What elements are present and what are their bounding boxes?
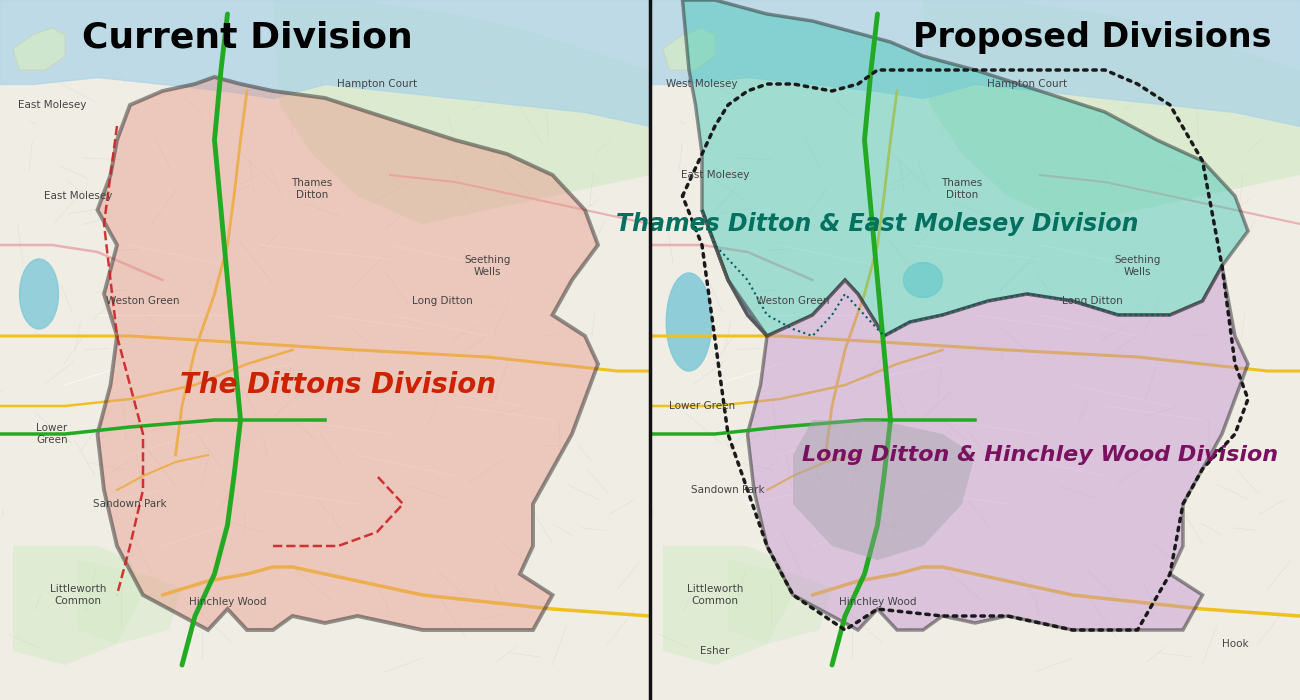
Text: West Molesey: West Molesey: [666, 79, 738, 89]
Polygon shape: [793, 420, 975, 560]
Text: Lower Green: Lower Green: [670, 401, 734, 411]
Text: Long Ditton & Hinchley Wood Division: Long Ditton & Hinchley Wood Division: [802, 445, 1278, 465]
Text: Hook: Hook: [1222, 639, 1248, 649]
Text: Thames
Ditton: Thames Ditton: [941, 178, 983, 199]
Polygon shape: [78, 560, 182, 644]
Text: Long Ditton: Long Ditton: [1062, 296, 1122, 306]
Polygon shape: [728, 560, 832, 644]
Text: Weston Green: Weston Green: [757, 296, 829, 306]
Polygon shape: [663, 546, 793, 665]
Text: Proposed Divisions: Proposed Divisions: [913, 21, 1271, 54]
Text: Thames Ditton & East Molesey Division: Thames Ditton & East Molesey Division: [616, 212, 1139, 236]
Text: The Dittons Division: The Dittons Division: [179, 371, 497, 399]
Text: Seething
Wells: Seething Wells: [464, 256, 511, 276]
Text: Hampton Court: Hampton Court: [987, 79, 1067, 89]
Text: Hampton Court: Hampton Court: [337, 79, 417, 89]
Text: Hinchley Wood: Hinchley Wood: [838, 597, 916, 607]
Text: Weston Green: Weston Green: [107, 296, 179, 306]
Polygon shape: [682, 0, 1248, 336]
Ellipse shape: [20, 259, 58, 329]
Polygon shape: [923, 0, 1300, 224]
Ellipse shape: [903, 262, 942, 298]
Text: Littleworth
Common: Littleworth Common: [686, 584, 744, 606]
Polygon shape: [663, 28, 715, 70]
Text: Sandown Park: Sandown Park: [94, 499, 166, 509]
Text: Sandown Park: Sandown Park: [692, 485, 764, 495]
Text: East Molesey: East Molesey: [44, 191, 112, 201]
Ellipse shape: [666, 273, 712, 371]
Text: Current Division: Current Division: [82, 21, 412, 55]
Polygon shape: [13, 546, 143, 665]
Polygon shape: [13, 28, 65, 70]
Text: Hinchley Wood: Hinchley Wood: [188, 597, 266, 607]
Polygon shape: [702, 210, 1248, 630]
Text: Seething
Wells: Seething Wells: [1114, 256, 1161, 276]
Text: East Molesey: East Molesey: [18, 100, 86, 110]
Text: East Molesey: East Molesey: [681, 170, 749, 180]
Text: Esher: Esher: [701, 646, 729, 656]
Text: Thames
Ditton: Thames Ditton: [291, 178, 333, 199]
Polygon shape: [273, 0, 650, 224]
Polygon shape: [98, 77, 598, 630]
Text: Lower
Green: Lower Green: [36, 424, 68, 444]
Text: Littleworth
Common: Littleworth Common: [49, 584, 107, 606]
Text: Long Ditton: Long Ditton: [412, 296, 472, 306]
